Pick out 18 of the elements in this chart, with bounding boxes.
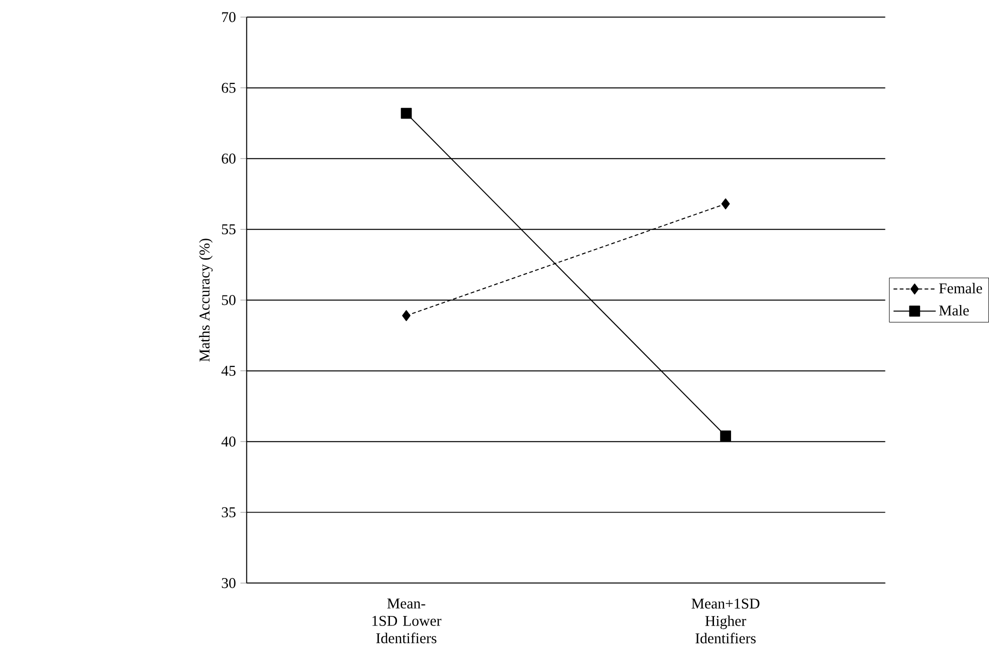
- point: [721, 198, 730, 210]
- point: [720, 430, 732, 442]
- y-tick-label: 70: [222, 12, 236, 22]
- legend-label: Male: [939, 305, 969, 316]
- y-tick-label: 55: [222, 224, 236, 234]
- legend-label: Female: [939, 283, 982, 294]
- y-tick-label: 45: [221, 366, 236, 376]
- y-tick-label: 30: [222, 578, 236, 588]
- y-tick-label: 40: [221, 436, 236, 447]
- point: [402, 310, 411, 322]
- x-tick-label: Mean- 1SD Lower Identifiers: [372, 598, 442, 644]
- x-tick-label: Mean+1SD Higher Identifiers: [692, 598, 760, 644]
- y-axis-title: Maths Accuracy (%): [199, 238, 213, 362]
- y-tick-label: 50: [222, 295, 236, 306]
- point: [400, 108, 412, 119]
- y-tick-label: 35: [222, 508, 236, 518]
- y-tick-label: 60: [222, 154, 236, 164]
- y-tick-label: 65: [222, 83, 236, 94]
